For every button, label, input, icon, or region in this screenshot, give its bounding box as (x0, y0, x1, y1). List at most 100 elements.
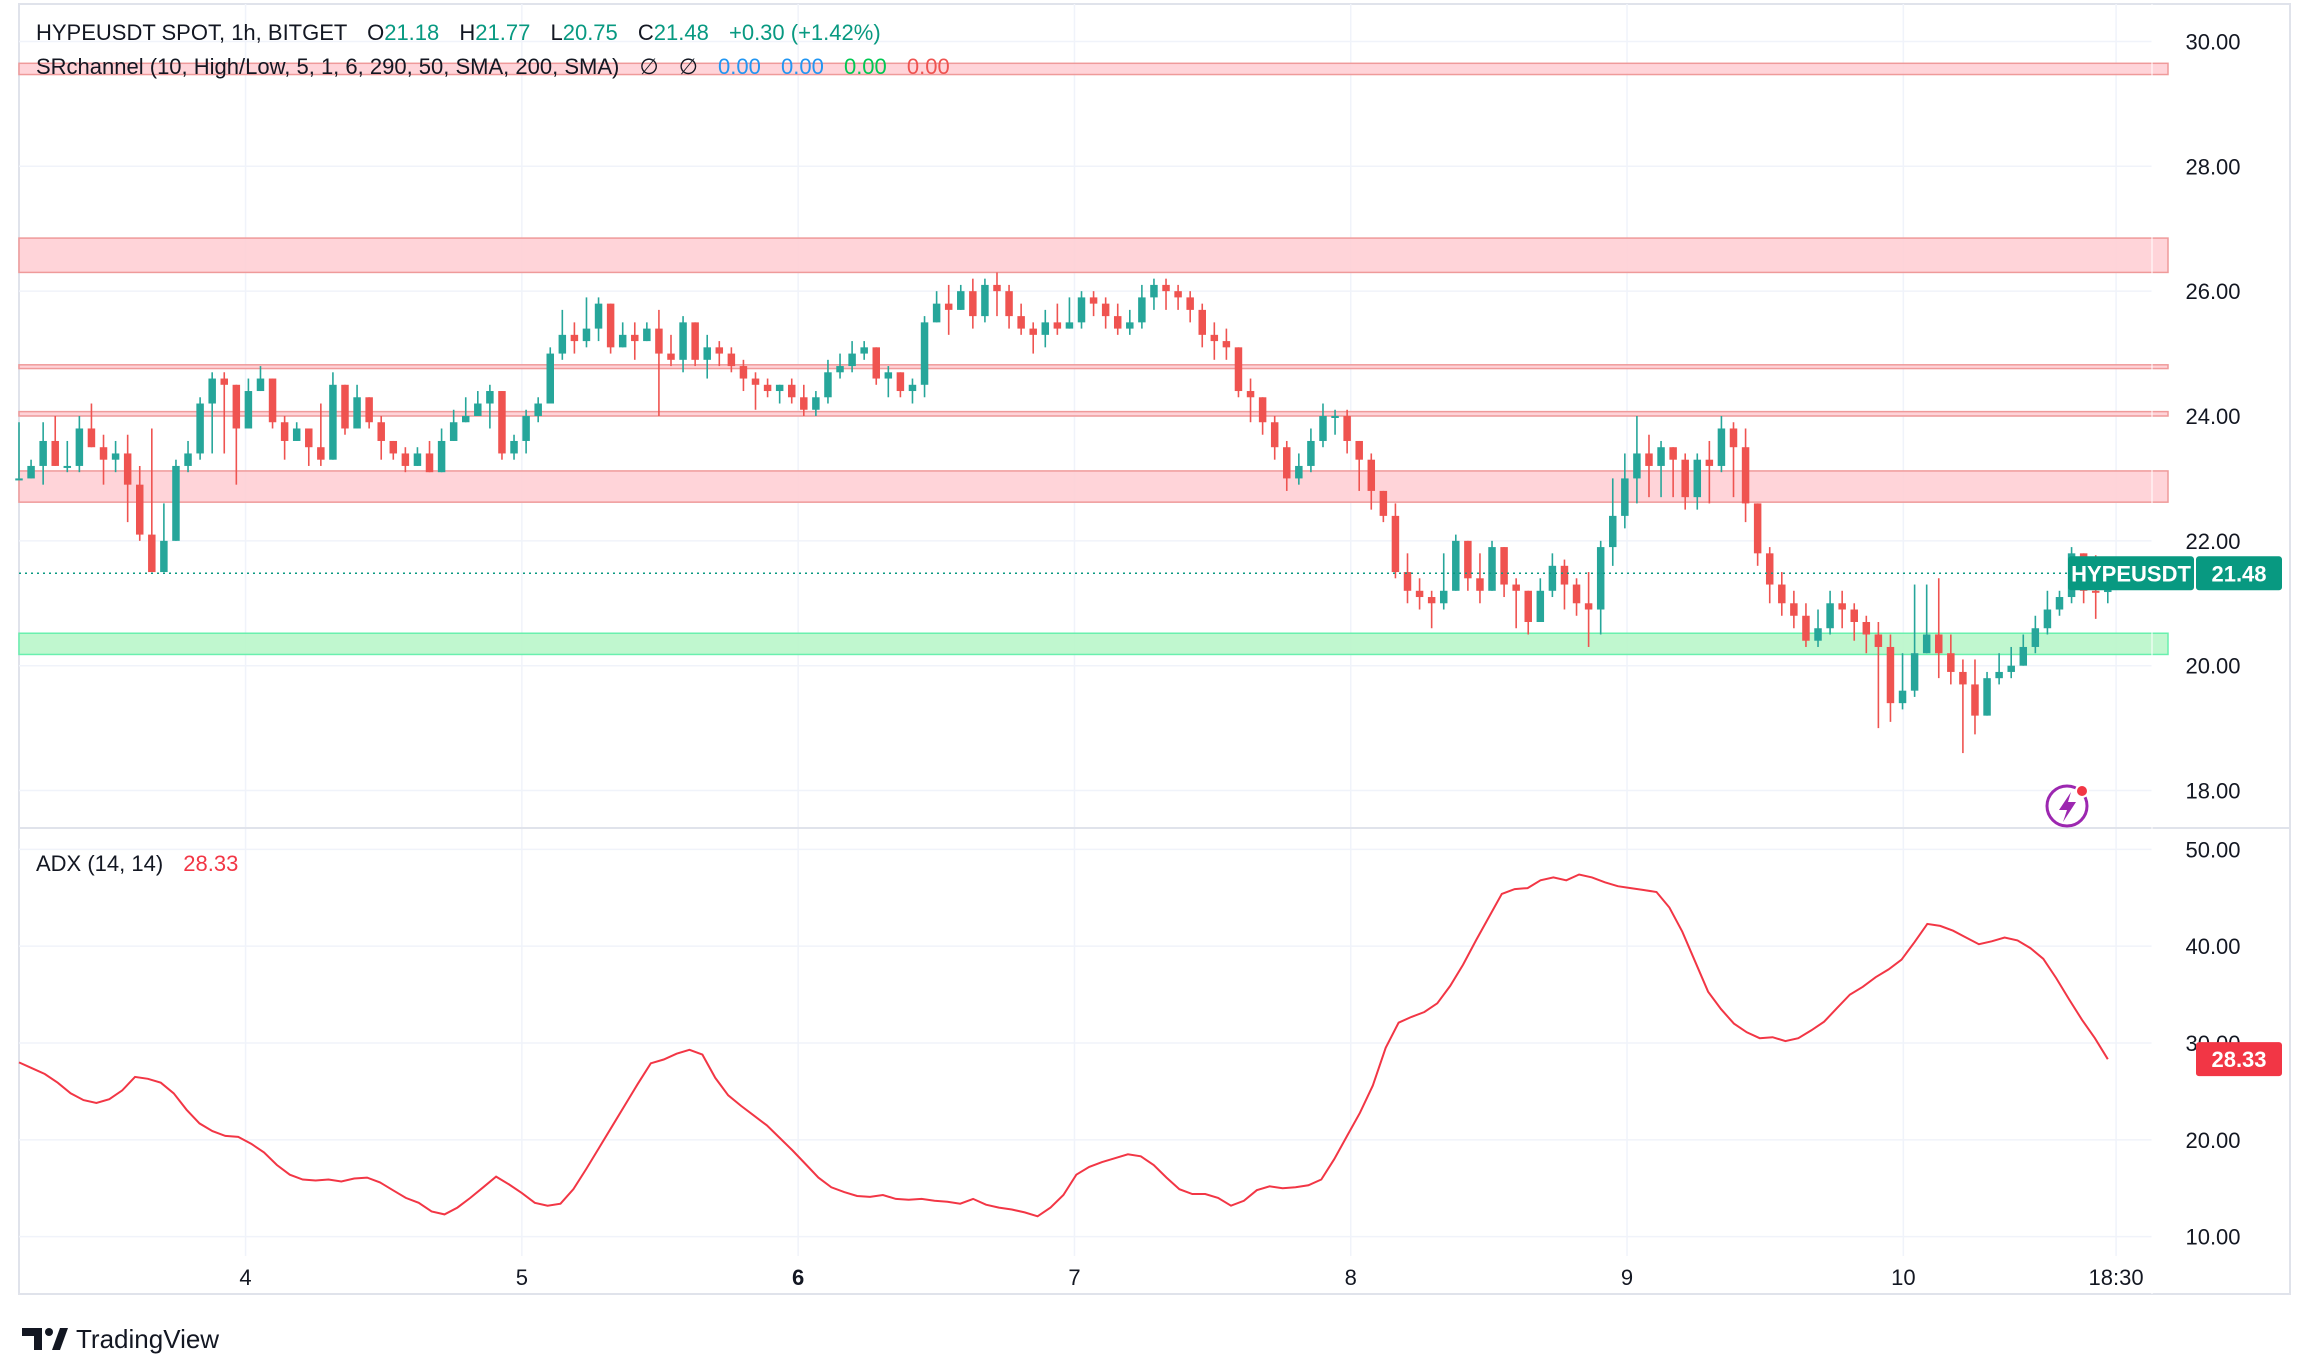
candle[interactable] (2043, 590, 2052, 635)
adx-value-tag[interactable]: 28.33 (2196, 1042, 2282, 1077)
candle[interactable] (1150, 278, 1158, 310)
legend-adx-line[interactable]: ADX (14, 14) 28.33 (36, 851, 238, 876)
candle[interactable] (908, 378, 917, 404)
candle[interactable] (751, 372, 760, 410)
candle[interactable] (256, 366, 265, 392)
candle[interactable] (280, 416, 289, 460)
candle[interactable] (232, 384, 241, 485)
candle[interactable] (1283, 440, 1291, 491)
candle[interactable] (486, 384, 494, 429)
candle[interactable] (1572, 578, 1581, 616)
candle[interactable] (2031, 615, 2040, 654)
candle[interactable] (896, 372, 905, 398)
candle[interactable] (1234, 347, 1243, 398)
candle[interactable] (812, 391, 820, 416)
candle[interactable] (848, 341, 856, 373)
candle[interactable] (739, 359, 748, 392)
candle[interactable] (1379, 490, 1388, 523)
candle[interactable] (425, 440, 434, 473)
candle[interactable] (1415, 578, 1424, 610)
candle[interactable] (1077, 291, 1086, 329)
candle[interactable] (1536, 578, 1545, 622)
candle[interactable] (1657, 440, 1665, 498)
candle[interactable] (437, 428, 446, 473)
candle[interactable] (1765, 547, 1774, 604)
candle[interactable] (1886, 634, 1895, 722)
candle[interactable] (2019, 634, 2028, 666)
candle[interactable] (1862, 615, 1871, 654)
candle[interactable] (1101, 297, 1110, 329)
candle[interactable] (184, 440, 192, 473)
candle[interactable] (305, 428, 313, 466)
candle[interactable] (413, 447, 422, 466)
candle[interactable] (1246, 378, 1255, 423)
candle[interactable] (1524, 590, 1532, 635)
candle[interactable] (510, 434, 518, 460)
candle[interactable] (1343, 409, 1351, 454)
candle[interactable] (1270, 416, 1279, 460)
candle[interactable] (1850, 603, 1858, 641)
candle[interactable] (365, 397, 373, 429)
candle[interactable] (1874, 622, 1883, 729)
candle[interactable] (1476, 553, 1484, 604)
candle[interactable] (1307, 428, 1315, 473)
candle[interactable] (824, 359, 832, 404)
candle[interactable] (135, 465, 144, 541)
candle[interactable] (1222, 328, 1231, 360)
candle[interactable] (1596, 540, 1605, 635)
candle[interactable] (1355, 440, 1363, 491)
candle[interactable] (1983, 671, 1991, 716)
candle[interactable] (377, 416, 385, 460)
candle[interactable] (111, 440, 120, 473)
candle[interactable] (655, 309, 663, 416)
legend-srchannel-line[interactable]: SRchannel (10, High/Low, 5, 1, 6, 290, 5… (36, 54, 950, 79)
candle[interactable] (957, 284, 965, 310)
candle[interactable] (1778, 572, 1786, 616)
candle[interactable] (329, 372, 337, 460)
candle[interactable] (1126, 309, 1134, 335)
candle[interactable] (51, 416, 59, 466)
candle[interactable] (570, 322, 579, 354)
candle[interactable] (1729, 422, 1738, 498)
candle[interactable] (268, 378, 277, 429)
candle[interactable] (993, 272, 1001, 317)
candle[interactable] (1560, 559, 1569, 610)
candle[interactable] (981, 278, 989, 323)
candle[interactable] (1113, 303, 1122, 335)
candle[interactable] (75, 416, 84, 473)
candle[interactable] (1741, 428, 1750, 523)
candle[interactable] (1693, 453, 1702, 510)
candle[interactable] (1053, 303, 1062, 335)
candle[interactable] (196, 397, 204, 460)
candle[interactable] (1512, 578, 1520, 629)
candle[interactable] (787, 378, 796, 404)
candle[interactable] (148, 428, 156, 573)
candle[interactable] (643, 322, 651, 342)
candle[interactable] (1065, 297, 1074, 329)
candle[interactable] (1138, 284, 1146, 329)
candle[interactable] (498, 391, 506, 460)
candle[interactable] (1753, 503, 1762, 566)
candle[interactable] (522, 409, 530, 454)
candle[interactable] (618, 322, 627, 348)
candle[interactable] (208, 372, 216, 454)
candle[interactable] (1452, 534, 1460, 591)
tradingview-logo[interactable]: TradingView (22, 1324, 219, 1354)
candle[interactable] (1500, 547, 1508, 598)
candle[interactable] (703, 334, 711, 379)
candle[interactable] (1802, 603, 1810, 647)
candle[interactable] (920, 316, 929, 398)
candle[interactable] (1681, 453, 1689, 510)
candle[interactable] (220, 372, 228, 454)
candle[interactable] (1922, 584, 1931, 654)
candle[interactable] (1041, 309, 1050, 348)
candle[interactable] (727, 347, 736, 373)
adx-pane[interactable] (18, 873, 2109, 1218)
candle[interactable] (534, 397, 542, 423)
candle[interactable] (691, 322, 699, 367)
legend-symbol-line[interactable]: HYPEUSDT SPOT, 1h, BITGET O21.18 H21.77 … (36, 20, 881, 45)
candle[interactable] (1898, 653, 1907, 710)
candle[interactable] (2007, 646, 2015, 679)
candle[interactable] (558, 309, 567, 360)
